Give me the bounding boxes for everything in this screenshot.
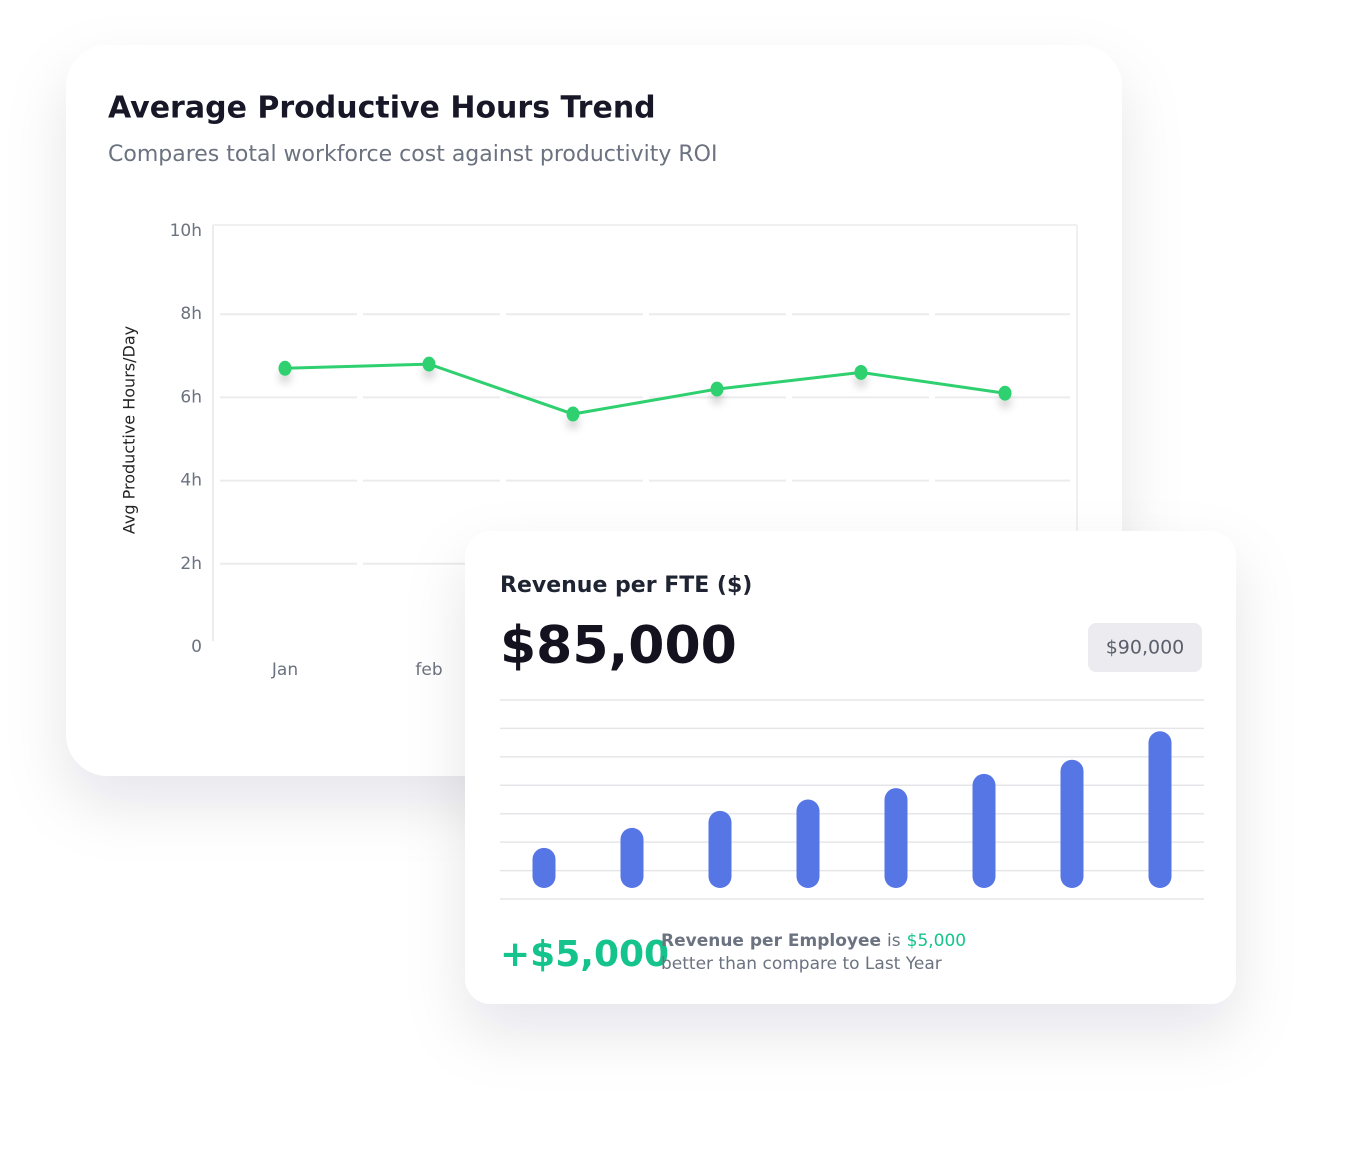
point [422, 356, 436, 372]
card-title: Average Productive Hours Trend [108, 91, 656, 126]
line-chart: 0 2h 4h 6h 8h 10h Jan feb [170, 221, 1078, 680]
y-tick-label: 2h [180, 554, 202, 574]
y-tick-label: 10h [170, 221, 202, 241]
bar [532, 847, 556, 888]
note-amount: $5,000 [907, 931, 966, 951]
headline-value: $85,000 [500, 616, 737, 676]
note-verb: is [887, 931, 901, 951]
bar [796, 799, 820, 888]
point [854, 364, 868, 380]
note-rest: better than compare to Last Year [661, 954, 942, 974]
bar [884, 788, 908, 888]
bar [1060, 759, 1084, 888]
card-subtitle: Compares total workforce cost against pr… [108, 142, 717, 167]
x-tick-label: feb [415, 660, 442, 680]
y-tick-label: 6h [180, 387, 202, 407]
y-tick-label: 0 [191, 637, 202, 657]
y-tick-label: 8h [180, 304, 202, 324]
point [278, 360, 292, 376]
bar [620, 827, 644, 888]
revenue-card [465, 531, 1236, 1004]
x-tick-label: Jan [271, 660, 298, 680]
change-value: +$5,000 [500, 934, 669, 975]
trend-line [284, 362, 1006, 416]
bar-chart [500, 699, 1204, 900]
y-tick-label: 4h [180, 471, 202, 491]
bar [972, 773, 996, 888]
point [710, 381, 724, 397]
bar [708, 810, 732, 888]
point [998, 385, 1012, 401]
card-title: Revenue per FTE ($) [500, 573, 752, 598]
badge-value: $90,000 [1106, 637, 1185, 659]
point [566, 406, 580, 422]
y-axis-title: Avg Productive Hours/Day [120, 326, 139, 534]
bar [1148, 731, 1172, 888]
note-line: Revenue per Employee is $5,000 [661, 931, 966, 951]
note-subject: Revenue per Employee [661, 931, 881, 951]
badge [1088, 623, 1202, 672]
